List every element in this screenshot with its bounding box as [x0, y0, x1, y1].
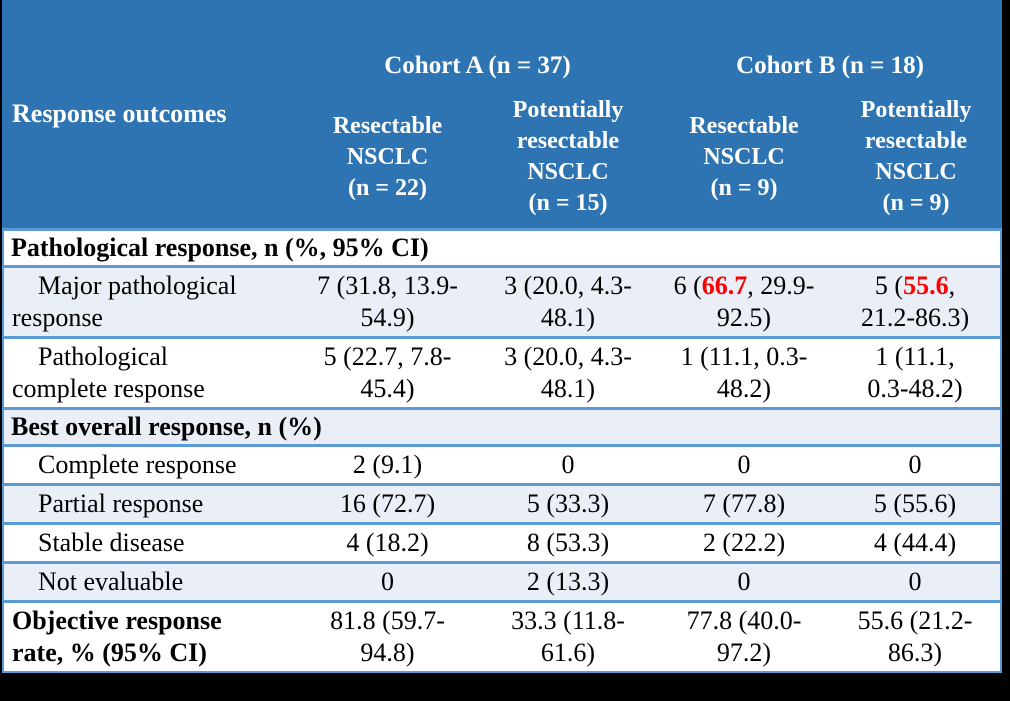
value-text: 0	[737, 567, 751, 596]
value-cell: 0	[830, 564, 1000, 600]
value-cell: 4 (44.4)	[830, 525, 1000, 561]
row-label: Pathological complete response	[12, 342, 205, 403]
highlighted-value: 66.7	[701, 271, 748, 300]
value-text: 1 (11.1, 0.3- 48.2)	[680, 342, 808, 403]
value-cell: 77.8 (40.0- 97.2)	[658, 603, 830, 671]
section-row: Pathological response, n (%, 95% CI)	[4, 231, 1000, 268]
response-outcomes-table: Response outcomes Cohort A (n = 37) Coho…	[2, 0, 1002, 673]
value-text: 5 (22.7, 7.8- 45.4)	[323, 342, 452, 403]
value-cell: 5 (22.7, 7.8- 45.4)	[297, 339, 478, 407]
value-text: 7 (77.8)	[702, 489, 786, 518]
value-cell: 2 (13.3)	[478, 564, 658, 600]
section-label: Pathological response, n (%, 95% CI)	[11, 233, 429, 262]
value-cell: 0	[658, 447, 830, 483]
row-label: Partial response	[38, 489, 204, 518]
data-row: Not evaluable 0 2 (13.3) 0 0	[4, 564, 1000, 603]
data-row: Stable disease 4 (18.2) 8 (53.3) 2 (22.2) 4 …	[4, 525, 1000, 564]
value-text: 0	[908, 450, 922, 479]
value-cell: 0	[658, 564, 830, 600]
value-cell: 33.3 (11.8- 61.6)	[478, 603, 658, 671]
value-cell: 2 (22.2)	[658, 525, 830, 561]
row-label: Objective response rate, % (95% CI)	[12, 606, 222, 667]
value-cell: 1 (11.1, 0.3-48.2)	[830, 339, 1000, 407]
value-text: 3 (20.0, 4.3- 48.1)	[504, 271, 632, 332]
data-row: Pathological complete response 5 (22.7, 7…	[4, 339, 1000, 410]
value-cell: 5 (33.3)	[478, 486, 658, 522]
value-text: 0	[561, 450, 575, 479]
value-text: , 21.2-86.3)	[860, 271, 970, 332]
value-cell: 5 (55.6, 21.2-86.3)	[830, 268, 1000, 336]
value-text: 81.8 (59.7- 94.8)	[330, 606, 445, 667]
header-cohort-b: Cohort B (n = 18)	[736, 52, 924, 79]
value-text: 1 (11.1, 0.3-48.2)	[867, 342, 963, 403]
value-text: 8 (53.3)	[526, 528, 610, 557]
section-label: Best overall response, n (%)	[11, 412, 322, 441]
value-text: 2 (13.3)	[526, 567, 610, 596]
value-text: 16 (72.7)	[339, 489, 436, 518]
data-row: Complete response 2 (9.1) 0 0 0	[4, 447, 1000, 486]
value-text: 77.8 (40.0- 97.2)	[686, 606, 802, 667]
row-label: Not evaluable	[38, 567, 184, 596]
value-cell: 7 (77.8)	[658, 486, 830, 522]
header-cohort-a: Cohort A (n = 37)	[384, 52, 571, 79]
value-cell: 6 (66.7, 29.9- 92.5)	[658, 268, 830, 336]
row-label: Complete response	[38, 450, 237, 479]
value-cell: 81.8 (59.7- 94.8)	[297, 603, 478, 671]
value-text: 5 (	[874, 271, 904, 300]
value-cell: 0	[478, 447, 658, 483]
value-cell: 1 (11.1, 0.3- 48.2)	[658, 339, 830, 407]
table-header: Response outcomes Cohort A (n = 37) Coho…	[2, 0, 1002, 228]
value-text: 4 (18.2)	[346, 528, 429, 557]
value-cell: 2 (9.1)	[297, 447, 478, 483]
value-cell: 7 (31.8, 13.9- 54.9)	[297, 268, 478, 336]
value-text: 2 (22.2)	[702, 528, 786, 557]
value-text: 6 (	[673, 271, 702, 300]
value-cell: 0	[830, 447, 1000, 483]
header-col-potentially-resectable-cohort-b: Potentially resectable NSCLC (n = 9)	[860, 97, 972, 216]
value-text: 0	[737, 450, 751, 479]
header-col-potentially-resectable-cohort-a: Potentially resectable NSCLC (n = 15)	[512, 97, 624, 216]
value-text: 7 (31.8, 13.9- 54.9)	[317, 271, 458, 332]
value-cell: 0	[297, 564, 478, 600]
value-text: 0	[908, 567, 922, 596]
value-text: 33.3 (11.8- 61.6)	[511, 606, 625, 667]
value-cell: 3 (20.0, 4.3- 48.1)	[478, 339, 658, 407]
value-text: 0	[381, 567, 394, 596]
value-cell: 16 (72.7)	[297, 486, 478, 522]
data-row: Objective response rate, % (95% CI) 81.8 …	[4, 603, 1000, 671]
table-body: Pathological response, n (%, 95% CI) Majo…	[2, 228, 1002, 673]
value-text: , 29.9- 92.5)	[716, 271, 815, 332]
header-response-outcomes: Response outcomes	[12, 99, 227, 128]
value-cell: 5 (55.6)	[830, 486, 1000, 522]
value-text: 4 (44.4)	[873, 528, 957, 557]
value-cell: 55.6 (21.2- 86.3)	[830, 603, 1000, 671]
row-label: Stable disease	[38, 528, 185, 557]
value-text: 3 (20.0, 4.3- 48.1)	[504, 342, 632, 403]
value-text: 5 (33.3)	[526, 489, 610, 518]
value-cell: 3 (20.0, 4.3- 48.1)	[478, 268, 658, 336]
highlighted-value: 55.6	[903, 271, 949, 300]
value-text: 2 (9.1)	[352, 450, 423, 479]
row-label: Major pathological response	[12, 271, 237, 332]
section-row: Best overall response, n (%)	[4, 410, 1000, 447]
header-col-resectable-cohort-a: Resectable NSCLC (n = 22)	[332, 112, 443, 201]
value-cell: 4 (18.2)	[297, 525, 478, 561]
value-cell: 8 (53.3)	[478, 525, 658, 561]
data-row: Major pathological response 7 (31.8, 13.9…	[4, 268, 1000, 339]
data-row: Partial response 16 (72.7) 5 (33.3) 7 (77.8…	[4, 486, 1000, 525]
header-col-resectable-cohort-b: Resectable NSCLC (n = 9)	[689, 112, 799, 201]
value-text: 5 (55.6)	[873, 489, 957, 518]
value-text: 55.6 (21.2- 86.3)	[857, 606, 973, 667]
